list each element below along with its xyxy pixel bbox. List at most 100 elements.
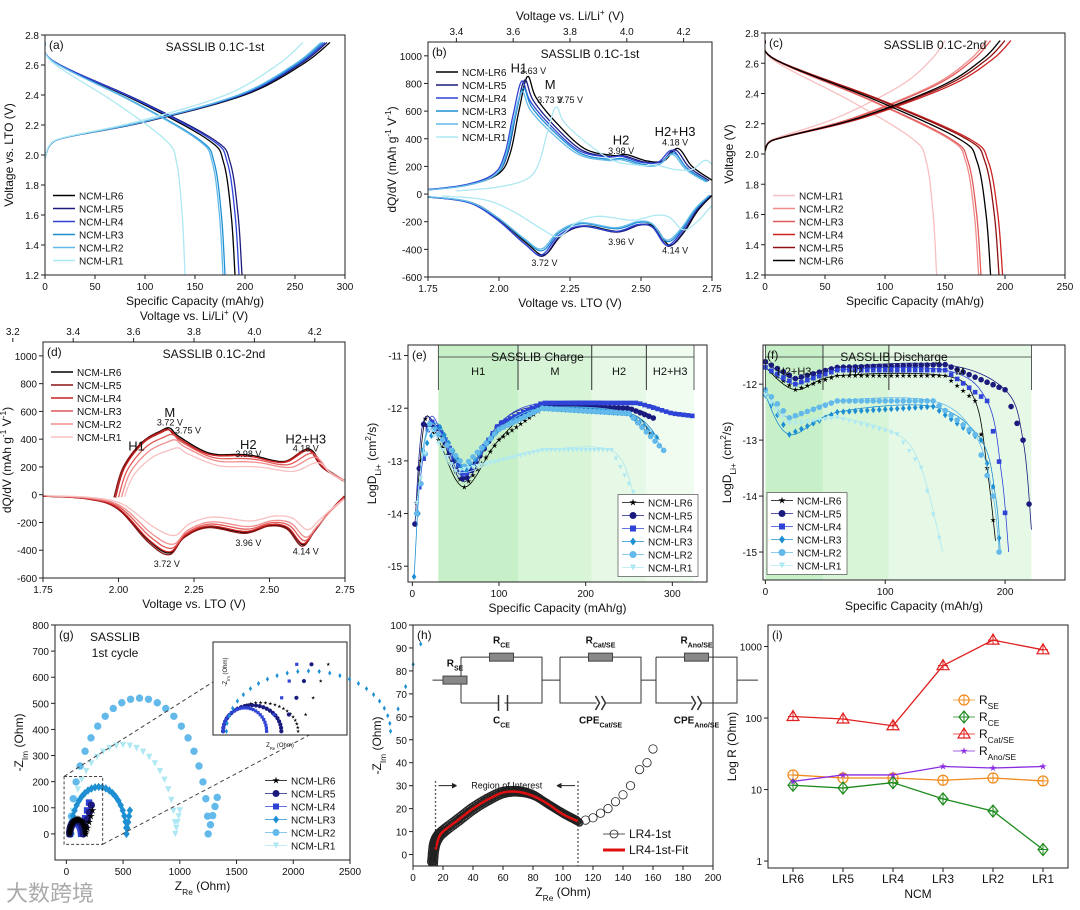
data-point (900, 404, 906, 412)
text-part: Specific Capacity (mAh/g) (488, 601, 626, 615)
data-point (930, 367, 936, 373)
data-point (422, 415, 429, 422)
data-point (88, 806, 97, 814)
data-point (876, 367, 882, 373)
data-point (516, 412, 522, 417)
data-point (894, 367, 900, 373)
data-point (906, 449, 912, 454)
data-point (924, 403, 930, 411)
text-part: R (586, 635, 594, 646)
data-point (900, 372, 907, 379)
data-point (835, 415, 840, 421)
data-point (930, 398, 936, 404)
data-point (76, 816, 85, 824)
data-point (404, 684, 408, 690)
text-part: 40 (396, 759, 408, 770)
x-tick-label: 160 (645, 873, 662, 884)
text-part: 100 (877, 282, 894, 293)
x-tick-label: 2.50 (260, 585, 280, 596)
marker-cross (888, 776, 898, 789)
legend: NCM-LR6 NCM-LR5 NCM-LR4 NCM-LR3 NCM-LR2 NCM-L… (265, 777, 336, 853)
data-point (106, 744, 113, 752)
data-point (455, 462, 461, 468)
legend-label: NCM-LR4 (648, 525, 693, 536)
data-point (789, 777, 797, 785)
data-point (624, 400, 630, 406)
text-part: 200 (705, 873, 722, 884)
x-tick-label: 1000 (169, 867, 192, 878)
data-point (517, 421, 524, 427)
data-point (503, 418, 509, 423)
data-point (603, 400, 608, 406)
data-point (438, 430, 444, 435)
y-tick-label: 0 (43, 830, 49, 841)
text-part: 2.6 (25, 61, 39, 72)
legend-label: NCM-LR2 (797, 549, 842, 560)
text-part: dQ/dV (mAh g (385, 137, 399, 213)
text-part: 2000 (282, 867, 305, 878)
text-part: -11 (388, 352, 402, 363)
data-point (852, 407, 858, 415)
text-part: 800 (20, 380, 37, 391)
data-point (285, 708, 290, 713)
text-part: (g) (59, 628, 74, 642)
data-point (798, 410, 805, 417)
y-axis-label: LogDLi+ (cm2/s) (363, 423, 383, 504)
legend-label: RCE (979, 710, 1000, 728)
data-point (948, 412, 954, 419)
data-point (119, 806, 126, 815)
peak-annotation: 3.72 V (154, 559, 180, 569)
x-tick-label: 100 (137, 282, 154, 293)
y-tick-label: 1.8 (25, 181, 39, 192)
data-point (75, 796, 83, 805)
data-point (260, 715, 264, 719)
text-part: /s) (365, 423, 379, 436)
y-tick-label: 400 (20, 435, 37, 446)
resistor-symbol (588, 652, 613, 662)
x-tick-label: 200 (237, 282, 254, 293)
x-tick-label: 150 (187, 282, 204, 293)
x-tick-label: 300 (337, 282, 354, 293)
data-point (930, 403, 936, 410)
data-point (261, 705, 266, 710)
data-point (605, 448, 610, 453)
plot-area (785, 632, 1051, 857)
text-part: /s) (720, 422, 734, 435)
data-point (912, 398, 918, 404)
charge-dqdv-curve (123, 447, 345, 497)
data-point (522, 452, 528, 457)
data-point (88, 760, 95, 767)
peak-annotation: 4.18 V (293, 444, 319, 454)
data-point (546, 400, 552, 406)
data-point (500, 433, 507, 440)
text-part: NCM-LR5 (79, 205, 124, 216)
text-part: H1 (128, 438, 145, 453)
data-point (769, 368, 774, 374)
marker-cross (938, 659, 948, 670)
marker-cross (988, 634, 998, 645)
data-point (846, 367, 852, 373)
data-point (262, 717, 266, 722)
data-point (852, 398, 859, 404)
x-tick-label: 100 (877, 587, 894, 598)
cpe-gap (692, 695, 701, 712)
data-point (125, 812, 133, 821)
data-point (611, 400, 617, 406)
data-point (985, 632, 1001, 645)
x-axis-label: Voltage vs. LTO (V) (518, 296, 622, 310)
diffusion-line (765, 395, 944, 553)
text-part: 1500 (225, 867, 248, 878)
data-point (555, 400, 561, 406)
data-point (227, 713, 231, 719)
data-point (942, 372, 949, 379)
x-tick-label: LR1 (1032, 872, 1054, 886)
y-tick-label: 500 (32, 699, 49, 710)
data-point (948, 377, 954, 384)
text-part: Region of Interest (471, 781, 543, 791)
data-point (876, 372, 883, 379)
text-part: NCM-LR3 (648, 538, 693, 549)
text-part: Voltage vs. LTO (V) (518, 296, 622, 310)
y-tick-label: 100 (32, 804, 49, 815)
data-point (133, 744, 140, 752)
